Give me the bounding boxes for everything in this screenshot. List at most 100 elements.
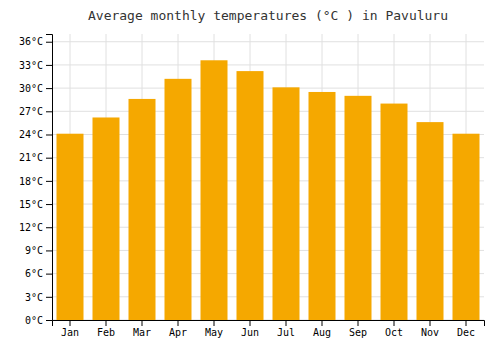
tick-label: Oct bbox=[385, 327, 403, 338]
tick-mark bbox=[142, 320, 143, 326]
tick-label: Dec bbox=[457, 327, 475, 338]
tick-mark bbox=[46, 88, 52, 89]
tick-label: 12°C bbox=[19, 222, 43, 233]
tick: May bbox=[205, 320, 223, 338]
tick: 27°C bbox=[19, 106, 52, 117]
tick: 21°C bbox=[19, 152, 52, 163]
tick-mark bbox=[214, 320, 215, 326]
tick-label: Jul bbox=[277, 327, 295, 338]
bar bbox=[381, 104, 408, 320]
tick-mark bbox=[46, 134, 52, 135]
plot: 0°C 3°C 6°C 9°C 12°C 15°C 18°C 21°C 24°C 27°C 30°C… bbox=[19, 34, 485, 338]
tick: Aug bbox=[313, 320, 331, 338]
tick: Jul bbox=[277, 320, 295, 338]
tick-mark bbox=[46, 204, 52, 205]
tick: Nov bbox=[421, 320, 439, 338]
bar bbox=[453, 134, 480, 320]
bar bbox=[201, 60, 228, 320]
tick-mark bbox=[466, 320, 467, 326]
tick-mark bbox=[46, 227, 52, 228]
tick-label: 15°C bbox=[19, 199, 43, 210]
tick-label: Sep bbox=[349, 327, 367, 338]
bar bbox=[129, 99, 156, 320]
x-axis: Jan Feb Mar Apr May Jun Jul Aug Sep Oct Nov Dec bbox=[53, 320, 485, 338]
tick-mark bbox=[178, 320, 179, 326]
tick-label: Nov bbox=[421, 327, 439, 338]
tick-mark bbox=[46, 181, 52, 182]
bar bbox=[345, 96, 372, 320]
tick: Sep bbox=[349, 320, 367, 338]
tick-mark bbox=[322, 320, 323, 326]
grid-line bbox=[52, 111, 484, 112]
tick-mark bbox=[46, 274, 52, 275]
tick-label: 33°C bbox=[19, 60, 43, 71]
tick-label: Apr bbox=[169, 327, 187, 338]
tick-mark bbox=[358, 320, 359, 326]
tick: 24°C bbox=[19, 129, 52, 140]
axis-line bbox=[53, 321, 485, 327]
tick-mark bbox=[46, 320, 52, 321]
grid bbox=[52, 34, 484, 320]
tick-mark bbox=[286, 320, 287, 326]
tick: 6°C bbox=[25, 268, 52, 279]
tick: Mar bbox=[133, 320, 151, 338]
tick: 12°C bbox=[19, 222, 52, 233]
bar bbox=[417, 122, 444, 320]
bar bbox=[93, 117, 120, 320]
tick: 18°C bbox=[19, 176, 52, 187]
tick: 33°C bbox=[19, 60, 52, 71]
bar bbox=[309, 92, 336, 320]
tick-label: 18°C bbox=[19, 176, 43, 187]
bar bbox=[273, 87, 300, 320]
tick-label: 27°C bbox=[19, 106, 43, 117]
tick: 9°C bbox=[25, 245, 52, 256]
tick: Jan bbox=[61, 320, 79, 338]
title: Average monthly temperatures (°C ) in Pa… bbox=[88, 8, 448, 23]
grid-line bbox=[52, 88, 484, 89]
tick: Feb bbox=[97, 320, 115, 338]
tick: 0°C bbox=[25, 315, 52, 326]
bar bbox=[57, 134, 84, 320]
tick-label: 36°C bbox=[19, 36, 43, 47]
tick-mark bbox=[46, 158, 52, 159]
tick: Apr bbox=[169, 320, 187, 338]
bars bbox=[57, 60, 480, 320]
tick: 15°C bbox=[19, 199, 52, 210]
tick-label: 0°C bbox=[25, 315, 43, 326]
tick-label: 21°C bbox=[19, 152, 43, 163]
tick-label: 30°C bbox=[19, 83, 43, 94]
tick: Jun bbox=[241, 320, 259, 338]
tick: Dec bbox=[457, 320, 475, 338]
tick: Oct bbox=[385, 320, 403, 338]
tick-label: May bbox=[205, 327, 223, 338]
tick-label: 24°C bbox=[19, 129, 43, 140]
tick-mark bbox=[46, 42, 52, 43]
bar bbox=[237, 71, 264, 320]
bar bbox=[165, 79, 192, 320]
tick-mark bbox=[106, 320, 107, 326]
tick-label: 9°C bbox=[25, 245, 43, 256]
tick-mark bbox=[394, 320, 395, 326]
tick-mark bbox=[46, 250, 52, 251]
tick-label: 3°C bbox=[25, 292, 43, 303]
tick-label: Jun bbox=[241, 327, 259, 338]
tick-label: Mar bbox=[133, 327, 151, 338]
tick-label: Aug bbox=[313, 327, 331, 338]
tick-mark bbox=[430, 320, 431, 326]
y-axis: 0°C 3°C 6°C 9°C 12°C 15°C 18°C 21°C 24°C 27°C 30°C… bbox=[19, 35, 53, 326]
axis-line bbox=[46, 35, 53, 321]
tick-mark bbox=[46, 297, 52, 298]
grid-line bbox=[52, 64, 484, 65]
tick: 30°C bbox=[19, 83, 52, 94]
chart: 0°C 3°C 6°C 9°C 12°C 15°C 18°C 21°C 24°C 27°C 30°C… bbox=[0, 0, 500, 350]
tick-mark bbox=[250, 320, 251, 326]
tick-label: Feb bbox=[97, 327, 115, 338]
grid-line bbox=[52, 41, 484, 42]
tick-mark bbox=[70, 320, 71, 326]
tick-mark bbox=[46, 65, 52, 66]
tick-label: Jan bbox=[61, 327, 79, 338]
tick-label: 6°C bbox=[25, 268, 43, 279]
tick: 36°C bbox=[19, 36, 52, 47]
tick-mark bbox=[46, 111, 52, 112]
tick: 3°C bbox=[25, 292, 52, 303]
